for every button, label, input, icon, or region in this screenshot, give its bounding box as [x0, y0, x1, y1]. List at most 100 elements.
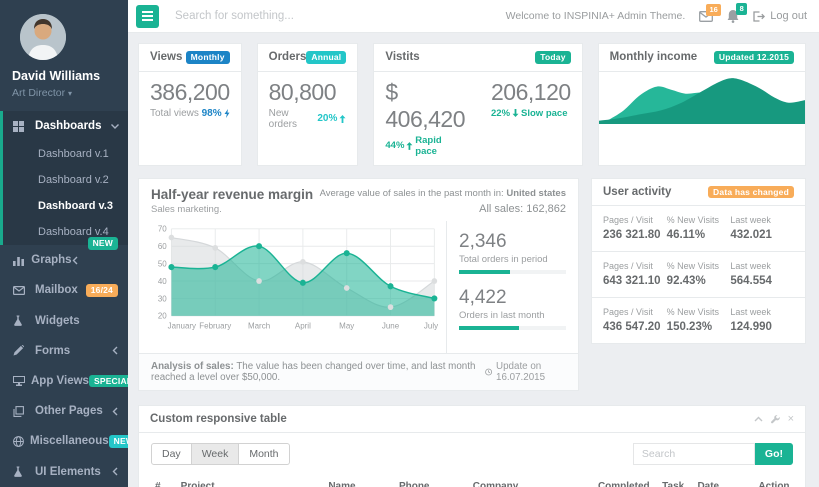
svg-text:60: 60: [158, 242, 167, 251]
filter-day-button[interactable]: Day: [151, 443, 192, 465]
sidebar-item-widgets[interactable]: Widgets: [0, 306, 128, 336]
vistits-badge: Today: [535, 51, 570, 64]
globe-icon: [13, 436, 24, 447]
table-search-input[interactable]: [633, 443, 755, 465]
column-header-num[interactable]: #: [151, 475, 177, 487]
sidebar-item-app-views[interactable]: App ViewsSPECIAL: [0, 366, 128, 397]
views-badge: Monthly: [186, 51, 230, 64]
last-week-value: 564.554: [730, 275, 794, 287]
sidebar-item-other-pages[interactable]: Other Pages: [0, 396, 128, 426]
column-header-task[interactable]: Task: [658, 475, 693, 487]
new-visits-value: 150.23%: [667, 321, 731, 333]
welcome-text: Welcome to INSPINIA+ Admin Theme.: [506, 10, 686, 22]
svg-text:July: July: [424, 322, 439, 331]
sidebar-item-graphs[interactable]: Graphs: [0, 245, 88, 275]
sidebar-section-ui-elements: UI Elements: [0, 457, 128, 487]
revenue-title: Half-year revenue margin: [151, 187, 313, 202]
collapse-icon[interactable]: [754, 416, 763, 422]
flask-icon: [13, 315, 29, 326]
column-header-action[interactable]: Action: [754, 475, 793, 487]
sidebar-item-dashboards[interactable]: Dashboards: [3, 111, 128, 141]
sidebar-badge: NEW: [88, 237, 118, 250]
logout-button[interactable]: Log out: [753, 10, 807, 22]
sidebar-subitem-dashboard-v-1[interactable]: Dashboard v.1: [3, 141, 128, 167]
column-header-completed[interactable]: Completed: [594, 475, 658, 487]
chevron-left-icon: [72, 256, 78, 265]
sidebar-badge: SPECIAL: [89, 375, 128, 388]
orders-month-value: 4,422: [459, 287, 566, 309]
sidebar-section-widgets: Widgets: [0, 306, 128, 336]
menu-toggle-button[interactable]: [136, 5, 159, 28]
svg-text:50: 50: [158, 260, 167, 269]
close-icon[interactable]: ×: [788, 413, 794, 425]
sidebar: David Williams Art Director ▾ Dashboards…: [0, 0, 128, 487]
user-name: David Williams: [12, 69, 116, 83]
sidebar-subitem-dashboard-v-3[interactable]: Dashboard v.3: [3, 193, 128, 219]
messages-count-badge: 16: [706, 4, 721, 16]
notifications-bell-icon[interactable]: 8: [727, 10, 739, 23]
column-header-project[interactable]: Project: [177, 475, 325, 487]
user-role-dropdown[interactable]: Art Director ▾: [12, 87, 116, 99]
range-filter-group: DayWeekMonth: [151, 443, 290, 465]
pencil-icon: [13, 345, 29, 356]
last-week-value: 124.990: [730, 321, 794, 333]
sidebar-item-mailbox[interactable]: Mailbox16/24: [0, 275, 128, 306]
sidebar-item-ui-elements[interactable]: UI Elements: [0, 457, 128, 487]
level-up-icon: [406, 142, 413, 150]
user-activity-badge: Data has changed: [708, 186, 794, 199]
orders-stat-panel: Orders Annual 80,800 New orders 20%: [257, 43, 359, 166]
go-button[interactable]: Go!: [755, 443, 793, 465]
vistits-value-2: 206,120: [491, 79, 571, 106]
main-area: Welcome to INSPINIA+ Admin Theme. 16 8: [128, 0, 819, 487]
sign-out-icon: [753, 11, 765, 22]
column-header-company[interactable]: Company: [469, 475, 594, 487]
svg-text:70: 70: [158, 225, 167, 234]
content: Views Monthly 386,200 Total views 98%: [128, 33, 819, 487]
monthly-income-badge: Updated 12.2015: [714, 51, 794, 64]
filter-week-button[interactable]: Week: [192, 443, 240, 465]
vistits-title: Vistits: [385, 51, 419, 63]
profile-section: David Williams Art Director ▾: [0, 0, 128, 111]
filter-month-button[interactable]: Month: [239, 443, 289, 465]
vistits-value-1: $ 406,420: [385, 79, 465, 133]
svg-text:January: January: [168, 322, 197, 331]
sidebar-section-graphs: Graphs: [0, 245, 128, 275]
settings-wrench-icon[interactable]: [771, 415, 780, 424]
orders-value: 80,800: [269, 79, 347, 106]
sidebar-subitem-dashboard-v-4[interactable]: Dashboard v.4 NEW: [3, 219, 128, 245]
revenue-chart: 20 30 40 50 60 70JanuaryFebruaryMarchApr…: [139, 221, 446, 353]
monthly-income-title: Monthly income: [610, 51, 698, 63]
sidebar-badge: 16/24: [86, 284, 118, 297]
pages-per-visit-value: 643 321.10: [603, 275, 667, 287]
svg-text:February: February: [199, 322, 232, 331]
messages-icon[interactable]: 16: [699, 11, 713, 22]
envelope-icon: [13, 286, 29, 295]
sidebar-badge: NEW: [109, 435, 128, 448]
sidebar-section-dashboards: Dashboards Dashboard v.1 Dashboard v.2 D…: [0, 111, 128, 245]
sidebar-item-forms[interactable]: Forms: [0, 336, 128, 366]
sidebar-item-miscellaneous[interactable]: MiscellaneousNEW: [0, 426, 128, 457]
responsive-table-panel: Custom responsive table × DayWeekMonth G…: [138, 405, 806, 487]
analysis-text: Analysis of sales: The value has been ch…: [151, 361, 485, 383]
sidebar-section-mailbox: Mailbox16/24: [0, 275, 128, 306]
column-header-name[interactable]: Name: [324, 475, 395, 487]
level-down-icon: [512, 109, 519, 117]
search-input[interactable]: [175, 10, 506, 22]
column-header-phone[interactable]: Phone: [395, 475, 469, 487]
chevron-down-icon: [111, 123, 120, 129]
topbar: Welcome to INSPINIA+ Admin Theme. 16 8: [128, 0, 819, 33]
column-header-date[interactable]: Date: [693, 475, 754, 487]
revenue-all-sales: All sales: 162,862: [320, 201, 566, 218]
orders-month-label: Orders in last month: [459, 310, 566, 321]
desktop-icon: [13, 376, 25, 386]
sidebar-subitem-dashboard-v-2[interactable]: Dashboard v.2: [3, 167, 128, 193]
orders-period-progress: [459, 270, 566, 274]
views-metric: 98%: [202, 108, 222, 119]
app-window: David Williams Art Director ▾ Dashboards…: [0, 0, 819, 487]
avatar[interactable]: [20, 14, 66, 60]
views-title: Views: [150, 51, 182, 63]
clock-icon: [485, 367, 492, 377]
svg-text:May: May: [339, 322, 355, 331]
views-stat-panel: Views Monthly 386,200 Total views 98%: [138, 43, 242, 166]
activity-row: Pages / Visit236 321.80 % New Visits46.1…: [592, 206, 805, 252]
